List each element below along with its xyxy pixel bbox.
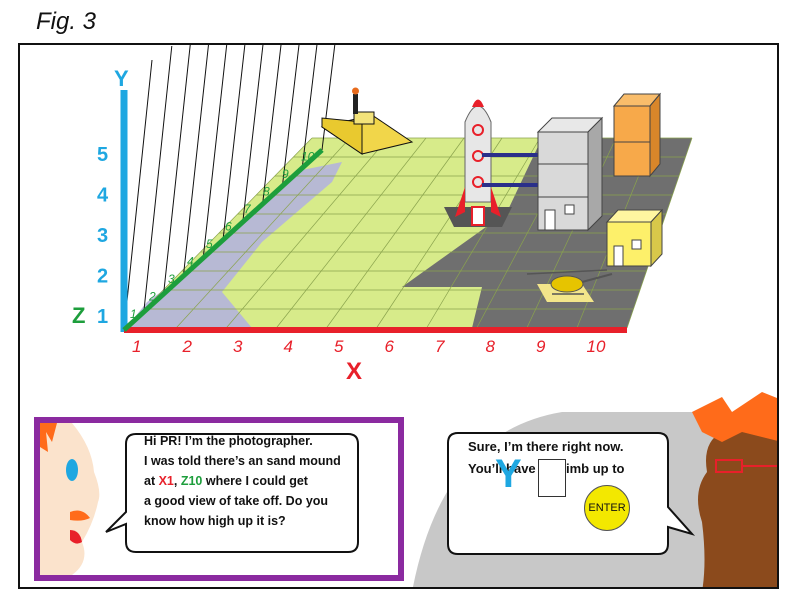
gray-tower bbox=[536, 116, 604, 232]
line3-post: where I could get bbox=[202, 474, 308, 488]
water-area bbox=[126, 162, 342, 328]
z-tick-label: 5 bbox=[206, 237, 213, 251]
figure-label: Fig. 3 bbox=[36, 8, 97, 35]
z-axis-label: Z bbox=[72, 303, 85, 328]
line3-pre: at bbox=[144, 474, 159, 488]
z-tick-label: 6 bbox=[225, 220, 232, 234]
reply-line-1: Sure, I’m there right now. bbox=[468, 439, 624, 454]
z-tick-label: 9 bbox=[282, 167, 289, 181]
x-tick-labels: 1 2 3 4 5 6 7 8 9 10 bbox=[132, 337, 606, 356]
x-tick-label: 5 bbox=[334, 337, 344, 356]
wall-grid bbox=[123, 45, 336, 331]
photographer-figure bbox=[352, 87, 359, 114]
x-tick-label: 3 bbox=[233, 337, 243, 356]
photographer-line-5: know how high up it is? bbox=[144, 514, 286, 528]
x-axis-label: X bbox=[346, 358, 362, 385]
rocket bbox=[444, 99, 538, 227]
z-tick-label: 1 bbox=[130, 307, 137, 321]
photographer-speech-bubble bbox=[105, 433, 359, 553]
line3-sep: , bbox=[173, 474, 181, 488]
photographer-line-4: a good view of take off. Do you bbox=[144, 494, 329, 508]
x-tick-label: 9 bbox=[536, 337, 546, 356]
photographer-line-2: I was told there’s an sand mound bbox=[144, 454, 341, 468]
sand-mound bbox=[320, 111, 414, 155]
wall-vertical-line bbox=[321, 45, 336, 151]
photographer-line-3: at X1, Z10 where I could get bbox=[144, 471, 341, 491]
y-tick-label: 3 bbox=[97, 225, 108, 247]
x-tick-label: 2 bbox=[182, 337, 193, 356]
wall-vertical-line bbox=[222, 45, 246, 241]
wall-vertical-line bbox=[143, 45, 173, 313]
x-tick-label: 4 bbox=[284, 337, 293, 356]
y-axis-label: Y bbox=[114, 66, 129, 91]
wall-vertical-line bbox=[281, 45, 300, 187]
pilot-character bbox=[692, 392, 777, 587]
y-tick-labels: 1 2 3 4 5 bbox=[97, 144, 109, 328]
x-tick-label: 8 bbox=[486, 337, 496, 356]
answer-y-prefix: Y bbox=[495, 452, 522, 496]
z-tick-label: 4 bbox=[187, 255, 194, 269]
z-tick-label: 3 bbox=[168, 272, 175, 286]
photographer-speech-text: Hi PR! I’m the photographer. I was told … bbox=[144, 431, 341, 531]
coord-z-value: Z10 bbox=[180, 474, 203, 488]
wall-vertical-line bbox=[202, 45, 228, 259]
x-tick-label: 7 bbox=[435, 337, 445, 356]
x-tick-label: 10 bbox=[587, 337, 606, 356]
yellow-house bbox=[605, 208, 664, 268]
x-tick-label: 6 bbox=[385, 337, 395, 356]
wall-vertical-line bbox=[182, 45, 209, 277]
wall-vertical-line bbox=[163, 45, 191, 295]
x-tick-label: 1 bbox=[132, 337, 141, 356]
y-tick-label: 4 bbox=[97, 185, 109, 207]
reply-speech-bubble bbox=[447, 432, 696, 555]
answer-input[interactable] bbox=[538, 459, 566, 497]
z-tick-label: 2 bbox=[148, 290, 156, 304]
photographer-line-1: Hi PR! I’m the photographer. bbox=[144, 434, 313, 448]
wall-vertical-line bbox=[301, 45, 318, 169]
photographer-face bbox=[40, 423, 100, 575]
helicopter bbox=[526, 269, 613, 302]
z-axis-line bbox=[122, 148, 324, 332]
y-tick-label: 1 bbox=[97, 306, 108, 328]
enter-button[interactable]: ENTER bbox=[584, 485, 630, 531]
z-tick-label: 10 bbox=[301, 150, 315, 164]
y-tick-label: 2 bbox=[97, 266, 108, 288]
z-tick-label: 7 bbox=[244, 202, 252, 216]
wall-vertical-line bbox=[123, 59, 153, 331]
wall-vertical-line bbox=[242, 45, 264, 223]
orange-crates bbox=[612, 92, 662, 178]
y-tick-label: 5 bbox=[97, 144, 108, 166]
coord-x-value: X1 bbox=[158, 474, 174, 488]
z-tick-label: 8 bbox=[263, 185, 270, 199]
wall-vertical-line bbox=[262, 45, 282, 205]
